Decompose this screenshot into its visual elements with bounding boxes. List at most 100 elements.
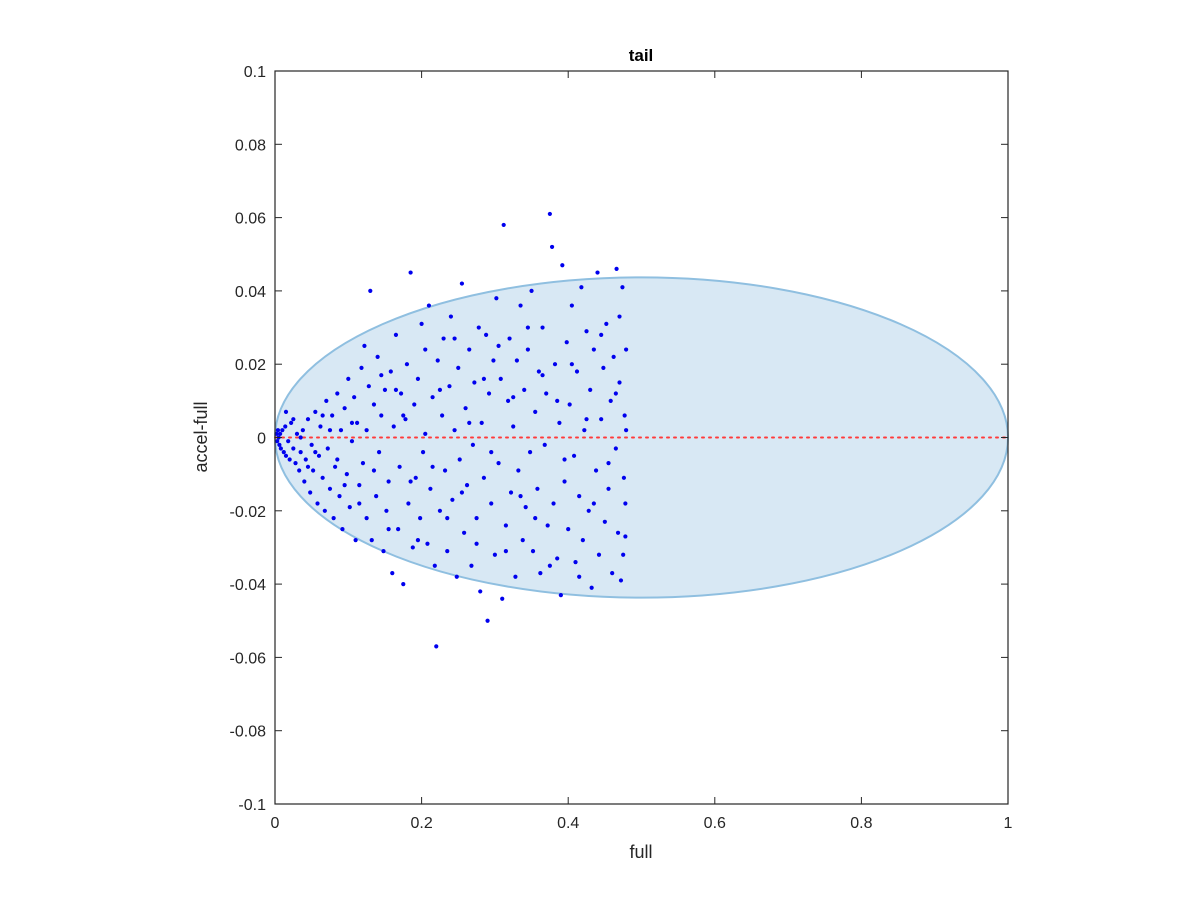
data-point-179 [593, 468, 599, 473]
y-tick-label-9: 0.08 [235, 137, 266, 154]
data-point-176 [588, 387, 593, 392]
data-point-45 [347, 505, 352, 510]
data-point-75 [403, 417, 408, 422]
data-point-17 [297, 468, 302, 473]
data-point-142 [525, 347, 530, 352]
data-point-121 [486, 391, 492, 396]
data-point-221 [437, 387, 443, 392]
data-point-171 [579, 285, 584, 290]
data-point-144 [529, 288, 534, 293]
data-point-31 [322, 508, 327, 513]
data-point-208 [342, 483, 347, 488]
data-point-177 [589, 585, 594, 590]
data-point-163 [564, 340, 569, 345]
data-point-99 [447, 384, 452, 389]
data-point-73 [398, 391, 404, 396]
data-point-51 [359, 365, 364, 370]
data-point-157 [552, 362, 558, 367]
data-point-134 [511, 424, 516, 429]
data-point-201 [291, 417, 296, 422]
data-point-58 [371, 402, 377, 407]
data-point-60 [375, 354, 380, 359]
data-point-249 [617, 314, 622, 319]
data-point-19 [300, 428, 305, 433]
data-point-125 [494, 296, 499, 301]
data-point-87 [425, 541, 430, 546]
data-point-46 [349, 439, 355, 444]
y-tick-label-3: -0.04 [230, 577, 267, 594]
data-point-63 [381, 549, 386, 554]
data-point-236 [547, 563, 552, 568]
data-point-28 [316, 453, 322, 458]
data-point-44 [346, 376, 351, 381]
data-point-232 [518, 494, 523, 499]
data-point-174 [584, 329, 589, 334]
data-point-165 [567, 402, 572, 407]
data-point-214 [386, 527, 391, 532]
data-point-194 [618, 578, 624, 583]
data-point-66 [386, 479, 391, 484]
data-point-159 [557, 420, 562, 425]
data-point-244 [606, 461, 611, 466]
data-point-4 [277, 442, 282, 447]
data-point-229 [496, 343, 501, 348]
data-point-147 [535, 486, 540, 491]
data-point-202 [298, 435, 303, 440]
data-point-188 [610, 571, 615, 576]
data-point-13 [289, 420, 294, 425]
data-point-65 [384, 508, 389, 513]
data-point-175 [586, 508, 591, 513]
data-point-233 [525, 325, 530, 330]
data-point-33 [325, 446, 330, 451]
data-point-153 [545, 523, 550, 528]
data-point-193 [617, 380, 622, 385]
data-point-120 [485, 618, 490, 623]
data-point-108 [463, 406, 468, 411]
data-point-102 [452, 428, 457, 433]
data-point-41 [340, 527, 345, 532]
data-point-127 [498, 376, 503, 381]
data-point-129 [501, 222, 506, 228]
data-point-211 [364, 428, 369, 433]
data-point-21 [303, 457, 308, 462]
data-point-205 [320, 413, 325, 418]
data-point-219 [423, 347, 428, 352]
data-point-106 [459, 281, 465, 286]
data-point-8 [281, 450, 286, 455]
data-point-220 [430, 464, 435, 469]
y-tick-label-7: 0.04 [235, 284, 266, 301]
data-point-67 [388, 369, 393, 374]
data-point-62 [379, 413, 384, 418]
data-point-118 [481, 475, 487, 480]
plot-layer [274, 211, 1009, 649]
y-tick-label-1: -0.08 [230, 724, 267, 741]
data-point-111 [469, 563, 474, 568]
data-point-128 [500, 596, 505, 601]
data-point-49 [354, 420, 360, 425]
data-point-10 [283, 453, 289, 458]
data-point-238 [562, 457, 567, 462]
data-point-197 [622, 413, 627, 418]
data-point-80 [412, 402, 417, 407]
data-point-154 [547, 211, 552, 217]
data-point-228 [489, 450, 494, 455]
data-point-110 [467, 347, 472, 352]
data-point-48 [353, 538, 358, 543]
data-point-122 [489, 501, 494, 506]
data-point-57 [369, 538, 374, 543]
data-point-247 [624, 347, 629, 352]
data-point-162 [562, 479, 567, 484]
data-point-234 [533, 516, 538, 521]
data-point-143 [527, 450, 533, 455]
data-point-216 [401, 413, 406, 418]
data-point-59 [374, 494, 379, 499]
data-point-195 [620, 285, 625, 290]
data-point-164 [566, 527, 571, 532]
data-point-88 [426, 303, 432, 308]
data-point-68 [390, 571, 395, 576]
data-point-9 [283, 424, 288, 429]
data-point-182 [599, 417, 604, 422]
data-point-139 [520, 538, 525, 543]
data-point-131 [505, 398, 511, 403]
data-point-86 [423, 431, 428, 436]
